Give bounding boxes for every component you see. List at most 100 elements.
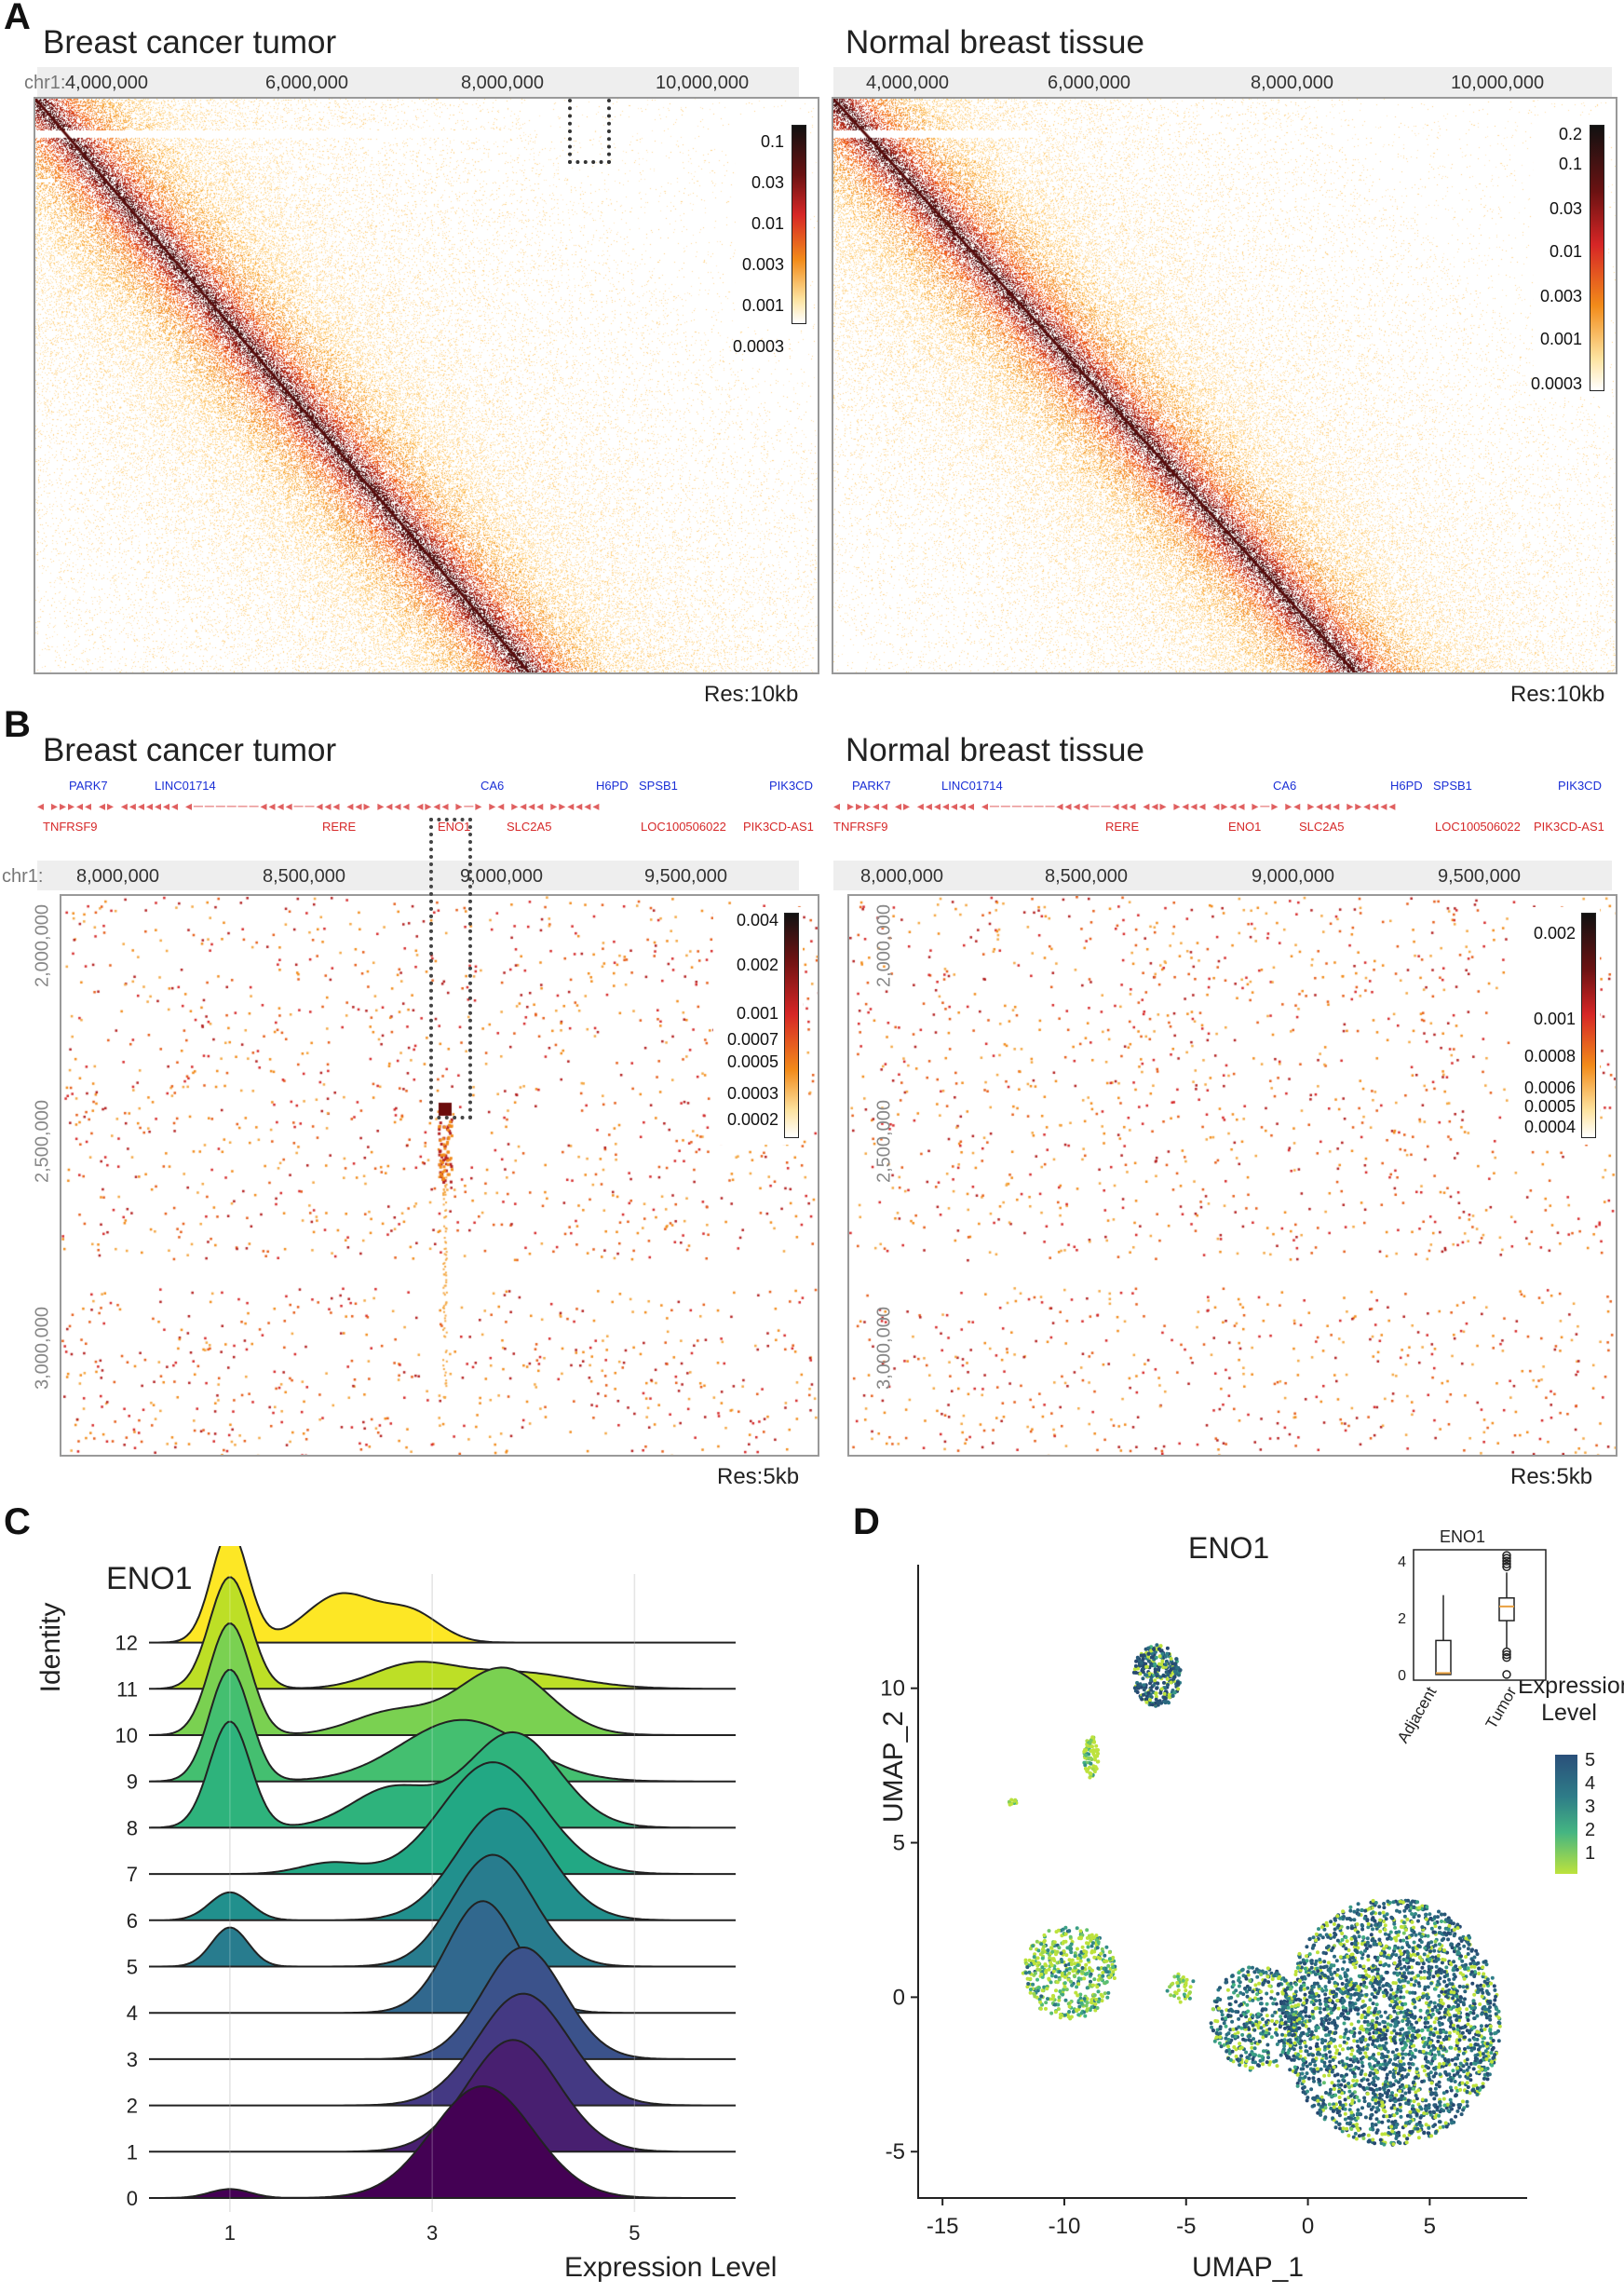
umap-point (1447, 1977, 1452, 1982)
umap-point (1056, 2007, 1061, 2012)
umap-point (1049, 2011, 1054, 2015)
umap-point (1416, 2088, 1421, 2093)
panel-a-right-cbar-label: 0.03 (1549, 199, 1582, 218)
umap-point (1402, 2041, 1407, 2045)
umap-point (1027, 1958, 1032, 1962)
ridge-7 (149, 1761, 736, 1876)
panel-a-normal-heatmap: 0.2 0.1 0.03 0.01 0.003 0.001 0.0003 (832, 97, 1617, 674)
umap-point (1084, 2003, 1089, 2008)
umap-point (1287, 2031, 1292, 2036)
umap-point (1472, 1974, 1477, 1978)
umap-point (1323, 2115, 1328, 2120)
umap-point (1375, 1974, 1380, 1979)
umap-point (1246, 1973, 1251, 1977)
umap-point (1236, 2030, 1240, 2035)
umap-point (1396, 1946, 1401, 1950)
umap-point (1388, 2035, 1393, 2040)
umap-point (1398, 1899, 1402, 1904)
umap-point (1337, 2113, 1342, 2118)
umap-point (1244, 2022, 1249, 2027)
panel-a-right-cbar-label: 0.003 (1539, 287, 1582, 305)
umap-point (1078, 1959, 1083, 1963)
umap-point (1374, 2020, 1379, 2025)
umap-point (1399, 1938, 1403, 1943)
umap-point (1429, 2081, 1434, 2085)
umap-point (1372, 2056, 1376, 2061)
umap-point (1493, 1998, 1497, 2002)
umap-point (1152, 1683, 1157, 1688)
umap-point (1496, 2039, 1501, 2043)
umap-point (1342, 2035, 1347, 2040)
umap-point (1475, 2092, 1480, 2096)
umap-point (1439, 2041, 1443, 2045)
umap-point (1321, 2081, 1326, 2085)
umap-point (1263, 1978, 1267, 1983)
umap-point (1481, 1965, 1485, 1970)
umap-point (1234, 2027, 1238, 2031)
umap-point (1275, 2042, 1279, 2046)
umap-point (1138, 1672, 1143, 1676)
umap-point (1388, 2098, 1393, 2103)
umap-point (1175, 1981, 1180, 1985)
umap-point (1282, 2043, 1287, 2048)
umap-point (1406, 2019, 1411, 2024)
umap-point (1090, 1936, 1095, 1941)
umap-point (1364, 2055, 1369, 2059)
umap-point (1409, 2013, 1414, 2017)
umap-point (1314, 1932, 1319, 1936)
umap-point (1432, 2020, 1437, 2025)
umap-point (1248, 2053, 1252, 2057)
umap-point (1292, 2023, 1296, 2028)
umap-point (1422, 1975, 1427, 1980)
umap-point (1226, 2031, 1231, 2036)
umap-point (1261, 2057, 1265, 2062)
umap-point (1452, 1968, 1456, 1973)
umap-point (1384, 1983, 1388, 1988)
umap-point (1472, 2037, 1477, 2042)
umap-point (1422, 2130, 1427, 2135)
umap-point (1085, 2001, 1089, 2005)
umap-point (1395, 2047, 1399, 2052)
umap-point (1293, 1969, 1298, 1974)
umap-point (1301, 2030, 1306, 2035)
umap-point (1473, 2056, 1478, 2060)
umap-point (1436, 1979, 1441, 1984)
umap-point (1251, 2052, 1255, 2056)
umap-point (1420, 2064, 1425, 2069)
umap-point (1279, 2021, 1284, 2026)
umap-point (1377, 2043, 1382, 2048)
umap-point (1286, 2051, 1291, 2055)
panel-a-chrom-label: chr1: (24, 73, 66, 93)
umap-point (1364, 2029, 1369, 2034)
umap-point (1167, 1695, 1171, 1700)
gene-label: LOC100506022 (1435, 820, 1521, 834)
umap-point (1025, 1976, 1030, 1981)
umap-point (1311, 2035, 1316, 2040)
umap-point (1468, 2091, 1472, 2096)
panel-c-title: ENO1 (106, 1561, 193, 1596)
umap-point (1493, 2031, 1497, 2036)
umap-point (1252, 1970, 1257, 1974)
umap-point (1395, 1997, 1400, 2001)
umap-point (1414, 2112, 1419, 2117)
umap-point (1247, 1965, 1252, 1970)
umap-point (1391, 2142, 1396, 2147)
umap-point (1382, 1953, 1387, 1958)
umap-point (1370, 2066, 1374, 2070)
umap-point (1426, 1921, 1430, 1926)
umap-point (1390, 1952, 1395, 1957)
umap-point (1490, 2059, 1494, 2064)
umap-point (1275, 2032, 1279, 2037)
umap-point (1338, 1955, 1343, 1960)
umap-point (1462, 2035, 1467, 2040)
umap-point (1335, 1938, 1340, 1943)
panel-b-right-cbar-label: 0.0006 (1523, 1079, 1576, 1097)
umap-point (1421, 1994, 1426, 1999)
umap-point (1322, 2064, 1327, 2069)
gene-label: LINC01714 (941, 779, 1003, 793)
umap-point (1399, 2059, 1403, 2064)
umap-point (1487, 2009, 1492, 2014)
umap-point (1264, 2030, 1268, 2035)
umap-point (1388, 1930, 1393, 1934)
umap-point (1472, 2001, 1477, 2006)
